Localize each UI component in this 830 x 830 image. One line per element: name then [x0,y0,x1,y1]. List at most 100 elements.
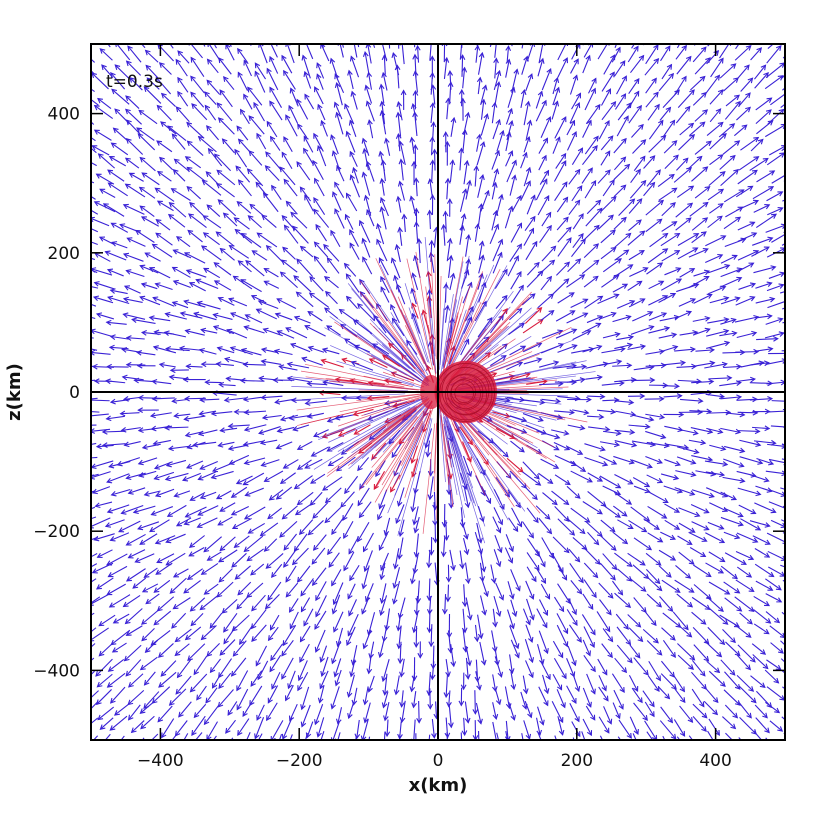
vector-arrow-head [760,649,767,655]
vector-arrow [708,718,720,736]
vector-arrow-head [322,485,329,491]
vector-arrow [664,425,683,431]
vector-arrow-head [626,575,633,582]
vector-arrow [585,520,603,537]
vector-arrow-head [745,92,751,99]
vector-arrow-head [700,231,707,237]
vector-arrow-head [175,688,182,695]
vector-arrow-head [478,26,483,31]
vector-arrow [688,156,703,169]
vector-arrow-head [217,520,224,526]
vector-arrow [216,490,232,500]
vector-arrow-head [681,44,687,51]
vector-arrow [600,196,617,213]
vector-arrow-head [242,441,249,447]
vector-arrow [581,259,599,275]
inner-ray [369,322,428,382]
vector-arrow [447,255,452,278]
vector-arrow-head [223,626,229,633]
vector-arrow [463,486,469,508]
vector-arrow-head [687,202,694,209]
vector-arrow [602,399,619,402]
vector-arrow-head [236,200,243,207]
vector-arrow [448,690,451,707]
vector-arrow-head [249,700,255,707]
vector-arrow-head [734,533,741,540]
vector-arrow-head [163,34,168,39]
vector-arrow [645,200,664,216]
vector-arrow-head [185,363,192,370]
vector-arrow [140,44,146,49]
vector-arrow [331,516,345,535]
vector-arrow-head [649,181,656,188]
vector-arrow-head [82,266,87,270]
vector-arrow-head [168,374,175,381]
vector-arrow-head [673,154,679,161]
vector-arrow-head [614,512,621,518]
vector-arrow-head [240,279,247,285]
vector-arrow-head [664,693,671,700]
inner-ray [460,418,541,514]
vector-arrow [91,516,97,520]
vector-arrow-head [91,328,96,335]
vector-arrow [600,150,611,166]
vector-arrow [602,628,613,642]
vector-arrow [141,283,158,290]
vector-arrow-head [237,71,243,78]
vector-arrow-head [670,202,676,208]
vector-arrow [228,298,248,307]
vector-arrow-head [441,521,448,528]
vector-arrow [446,238,451,262]
vector-arrow [536,644,544,665]
vector-arrow [176,236,191,248]
vector-arrow-head [558,567,564,574]
vector-arrow [725,641,741,656]
vector-arrow-head [126,119,132,126]
vector-arrow [520,181,531,200]
vector-arrow [676,456,696,464]
vector-arrow [657,174,675,187]
vector-arrow-head [745,106,751,113]
vector-arrow-head [655,169,661,176]
vector-arrow-head [656,218,663,225]
vector-arrow [768,501,785,509]
vector-arrow-head [91,428,96,434]
vector-arrow-head [95,443,102,450]
vector-arrow [598,675,607,691]
vector-arrow-head [167,213,174,220]
vector-arrow-head [362,256,368,263]
vector-arrow-head [739,447,746,454]
vector-arrow-head [466,660,472,667]
vector-arrow [232,517,252,529]
vector-arrow [627,46,639,63]
vector-arrow-head [171,622,177,629]
vector-arrow [554,455,577,466]
vector-arrow [491,210,498,231]
vector-arrow-head [432,520,438,527]
vector-arrow-head [292,225,298,232]
vector-arrow [582,345,602,353]
vector-arrow-head [458,147,465,154]
vector-arrow-head [595,103,601,110]
vector-arrow [208,44,221,62]
vector-arrow-head [572,26,577,31]
vector-arrow [418,239,421,264]
vector-arrow-head [666,22,670,27]
vector-arrow-head [350,659,357,666]
vector-arrow-head [234,574,241,580]
vector-arrow-head [571,344,578,350]
vector-arrow [554,410,574,414]
vector-arrow [152,686,171,704]
vector-arrow-head [179,311,186,317]
vector-arrow-head [753,348,760,355]
vector-arrow [566,658,575,677]
vector-arrow [264,470,284,482]
vector-arrow-head [540,577,547,584]
vector-arrow-head [172,249,179,255]
vector-arrow-head [593,135,599,142]
vector-arrow [186,269,207,278]
vector-arrow-head [427,178,434,185]
vector-arrow [449,273,455,291]
vector-arrow-head [512,526,519,533]
vector-arrow-head [712,709,719,716]
